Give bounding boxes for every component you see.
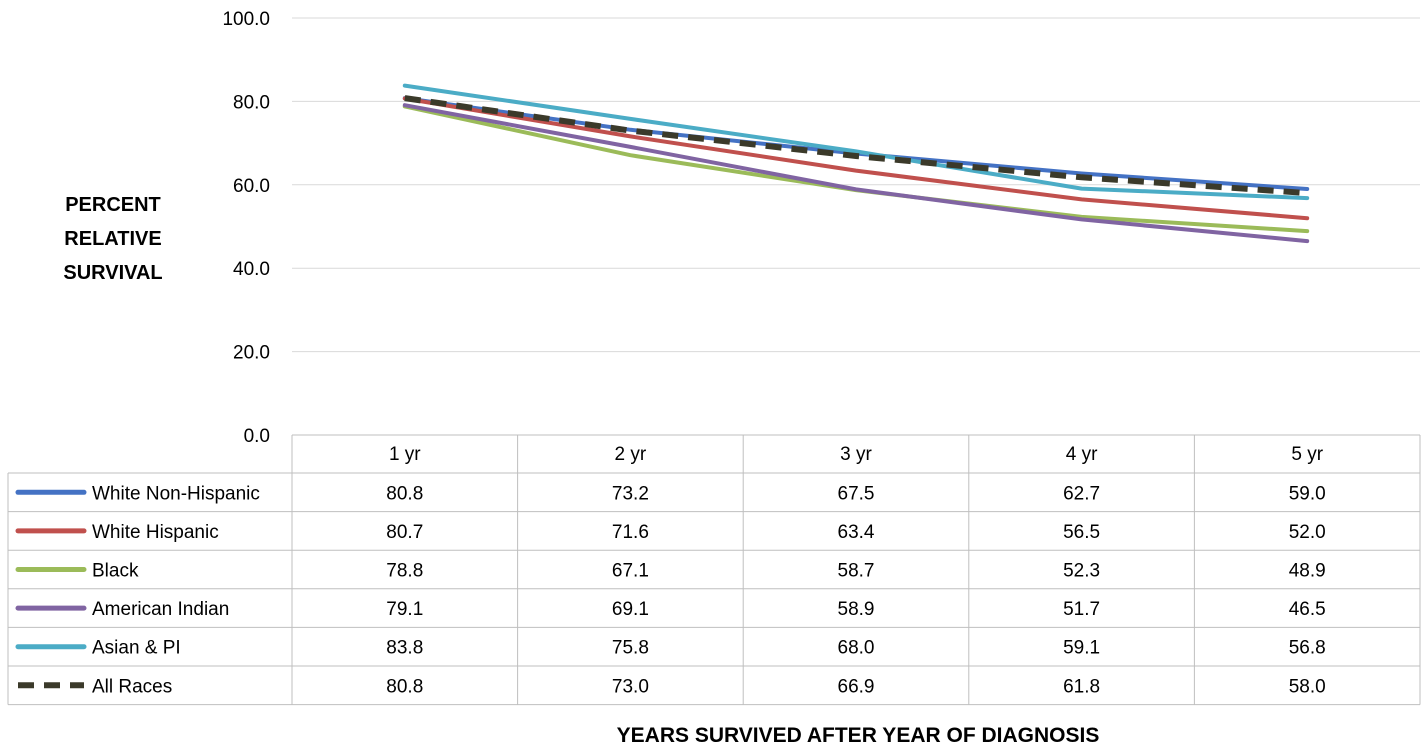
table-value: 67.5 — [838, 483, 875, 504]
legend-label: White Non-Hispanic — [92, 483, 260, 504]
y-tick-label: 60.0 — [233, 176, 270, 197]
legend-label: Asian & PI — [92, 638, 181, 659]
series-lines — [402, 83, 1310, 244]
category-label: 3 yr — [840, 444, 872, 465]
y-axis-label-line: SURVIVAL — [63, 262, 162, 284]
table-value: 80.8 — [386, 676, 423, 697]
table-value: 67.1 — [612, 561, 649, 582]
y-tick-label: 100.0 — [222, 9, 270, 30]
y-axis-ticks: 0.0 20.0 40.0 60.0 80.0 100.0 — [222, 9, 270, 447]
y-axis-label: PERCENT RELATIVE SURVIVAL — [63, 194, 162, 284]
table-value: 58.0 — [1289, 676, 1326, 697]
y-axis-label-line: RELATIVE — [64, 228, 161, 250]
y-axis-label-line: PERCENT — [65, 194, 161, 216]
category-label: 4 yr — [1066, 444, 1098, 465]
table-value: 52.3 — [1063, 561, 1100, 582]
category-label: 5 yr — [1291, 444, 1323, 465]
table-value: 56.5 — [1063, 522, 1100, 543]
table-value: 78.8 — [386, 561, 423, 582]
table-value: 71.6 — [612, 522, 649, 543]
table-value: 75.8 — [612, 638, 649, 659]
table-value: 66.9 — [838, 676, 875, 697]
table-value: 83.8 — [386, 638, 423, 659]
table-value: 68.0 — [838, 638, 875, 659]
table-value: 80.8 — [386, 483, 423, 504]
table-value: 56.8 — [1289, 638, 1326, 659]
table-value: 51.7 — [1063, 599, 1100, 620]
table-value: 80.7 — [386, 522, 423, 543]
table-value: 63.4 — [838, 522, 875, 543]
y-tick-label: 80.0 — [233, 92, 270, 113]
table-value: 58.9 — [838, 599, 875, 620]
series-line-all-races — [404, 95, 1308, 197]
table-value: 46.5 — [1289, 599, 1326, 620]
legend-label: Black — [92, 561, 139, 582]
table-value: 73.2 — [612, 483, 649, 504]
legend-label: All Races — [92, 676, 172, 697]
series-line-asian-pi — [402, 83, 1310, 201]
table-value: 62.7 — [1063, 483, 1100, 504]
legend-label: White Hispanic — [92, 522, 219, 543]
series-line-white-non-hispanic — [402, 96, 1310, 191]
y-tick-label: 0.0 — [244, 426, 270, 447]
table-value: 48.9 — [1289, 561, 1326, 582]
table-value: 73.0 — [612, 676, 649, 697]
category-label: 1 yr — [389, 444, 421, 465]
series-line-white-hispanic — [402, 96, 1310, 221]
category-label: 2 yr — [615, 444, 647, 465]
table-value: 79.1 — [386, 599, 423, 620]
series-line-american-indian — [402, 103, 1310, 244]
table-value: 58.7 — [838, 561, 875, 582]
table-value: 59.0 — [1289, 483, 1326, 504]
data-table: 1 yr 2 yr 3 yr 4 yr 5 yr White Non-Hispanic 80… — [7, 434, 1421, 706]
table-value: 52.0 — [1289, 522, 1326, 543]
table-value: 61.8 — [1063, 676, 1100, 697]
gridlines — [292, 17, 1420, 353]
x-axis-label: YEARS SURVIVED AFTER YEAR OF DIAGNOSIS — [617, 724, 1100, 747]
y-tick-label: 40.0 — [233, 259, 270, 280]
table-value: 69.1 — [612, 599, 649, 620]
legend-label: American Indian — [92, 599, 229, 620]
y-tick-label: 20.0 — [233, 343, 270, 364]
table-value: 59.1 — [1063, 638, 1100, 659]
